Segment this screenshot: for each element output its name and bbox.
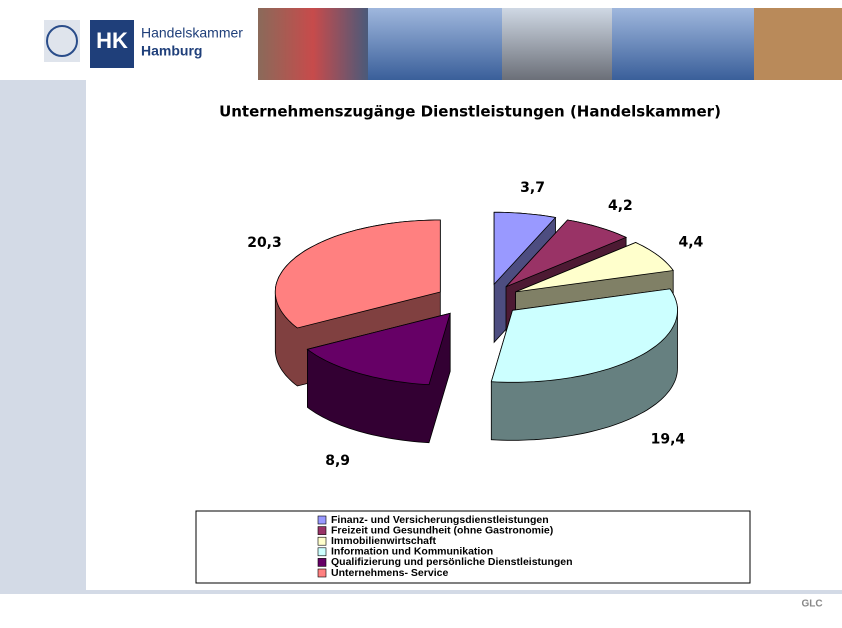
legend-swatch (318, 558, 326, 566)
chart-title: Unternehmenszugänge Dienstleistungen (Ha… (219, 103, 721, 121)
legend-swatch (318, 537, 326, 545)
header-photo (612, 8, 754, 80)
legend-swatch (318, 516, 326, 524)
footer-line (0, 590, 842, 594)
logo-abbr: HK (96, 28, 128, 53)
data-label: 4,4 (679, 234, 704, 250)
legend-swatch (318, 569, 326, 577)
logo-name: Hamburg (141, 43, 202, 59)
side-band (0, 80, 86, 590)
data-label: 8,9 (325, 453, 350, 469)
legend-swatch (318, 548, 326, 556)
header-photo (368, 8, 502, 80)
data-label: 20,3 (247, 235, 282, 251)
footer-logo: GLC (801, 599, 822, 610)
header-photo (258, 8, 368, 80)
data-label: 19,4 (651, 431, 686, 447)
page: {"header": {"logo_abbr": "HK", "logo_nam… (0, 0, 842, 628)
data-label: 4,2 (608, 198, 633, 214)
legend-swatch (318, 527, 326, 535)
legend-label: Unternehmens- Service (331, 567, 448, 579)
header-photo (502, 8, 612, 80)
slide: HK Handelskammer Hamburg GLC Unternehmen… (0, 0, 842, 628)
data-label: 3,7 (520, 180, 545, 196)
logo-name: Handelskammer (141, 25, 243, 41)
header-photo (754, 8, 842, 80)
